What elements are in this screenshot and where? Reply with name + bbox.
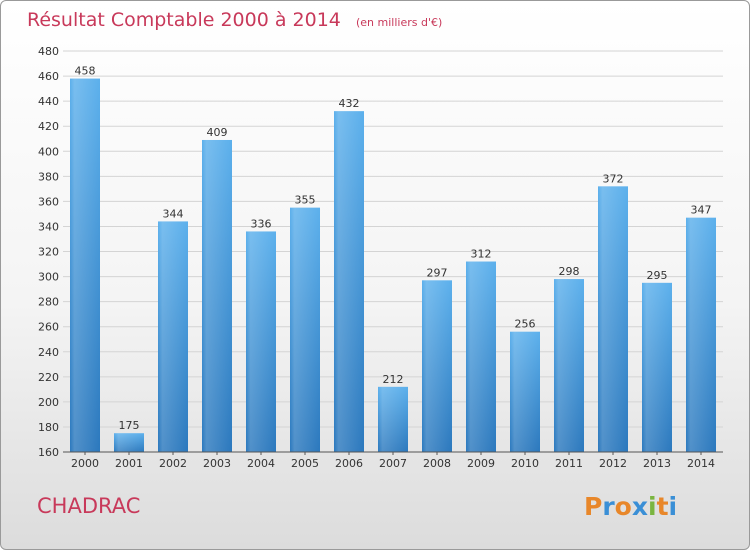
bar-2013 — [642, 282, 672, 452]
x-tick-label: 2000 — [71, 457, 99, 470]
x-tick-label: 2005 — [291, 457, 319, 470]
x-tick-label: 2009 — [467, 457, 495, 470]
y-tick-label: 340 — [38, 220, 59, 233]
bar-shine — [246, 231, 276, 452]
bar-shine — [642, 282, 672, 452]
bar-2005 — [290, 207, 320, 452]
y-tick-label: 260 — [38, 321, 59, 334]
logo-letter: x — [632, 492, 648, 521]
bar-2008 — [422, 280, 452, 452]
bar-value-label: 298 — [559, 265, 580, 278]
x-tick-label: 2013 — [643, 457, 671, 470]
y-tick-label: 440 — [38, 95, 59, 108]
bar-shine — [686, 217, 716, 452]
town-name: CHADRAC — [37, 494, 140, 518]
bar-2012 — [598, 186, 628, 452]
y-tick-label: 360 — [38, 195, 59, 208]
logo-letter: t — [657, 492, 669, 521]
bar-shine — [510, 331, 540, 452]
logo-letter: i — [648, 492, 657, 521]
x-tick-label: 2001 — [115, 457, 143, 470]
bar-shine — [466, 261, 496, 452]
bar-2011 — [554, 279, 584, 452]
bar-value-label: 297 — [427, 266, 448, 279]
bar-value-label: 295 — [647, 269, 668, 282]
y-tick-label: 220 — [38, 371, 59, 384]
bar-2000 — [70, 78, 100, 452]
bar-2014 — [686, 217, 716, 452]
bar-shine — [378, 386, 408, 452]
bar-shine — [202, 139, 232, 453]
bars — [70, 78, 716, 453]
bar-shine — [422, 280, 452, 452]
bar-2001 — [114, 433, 144, 452]
y-tick-label: 200 — [38, 396, 59, 409]
proxiti-logo[interactable]: Proxiti — [584, 492, 677, 521]
bar-shine — [70, 78, 100, 452]
bar-shine — [114, 433, 144, 452]
chart-title: Résultat Comptable 2000 à 2014 (en milli… — [27, 9, 442, 31]
x-tick-label: 2006 — [335, 457, 363, 470]
x-axis-tick-labels: 2000 2001 2002 2003 2004 2005 2006 2007 2008 2009… — [71, 452, 715, 470]
bar-shine — [598, 186, 628, 452]
bar-value-label: 312 — [471, 248, 492, 261]
bar-2010 — [510, 331, 540, 452]
bar-value-label: 372 — [603, 172, 624, 185]
bar-value-label: 175 — [119, 419, 140, 432]
bar-2002 — [158, 221, 188, 452]
y-tick-label: 480 — [38, 45, 59, 58]
x-tick-label: 2002 — [159, 457, 187, 470]
bar-2003 — [202, 139, 232, 453]
bar-shine — [158, 221, 188, 452]
x-tick-label: 2008 — [423, 457, 451, 470]
y-tick-label: 420 — [38, 120, 59, 133]
y-tick-label: 320 — [38, 246, 59, 259]
bar-2009 — [466, 261, 496, 452]
y-tick-label: 400 — [38, 145, 59, 158]
bar-2004 — [246, 231, 276, 452]
y-axis-tick-labels: 160 180 200 220 240 260 280 300 320 340 360 380 400 4… — [38, 45, 59, 459]
logo-letter: o — [615, 492, 632, 521]
bar-value-labels: 458 175 344 409 336 355 432 212 297 312 256 298 372 2… — [75, 65, 712, 433]
y-tick-label: 460 — [38, 70, 59, 83]
bar-value-label: 355 — [295, 194, 316, 207]
y-tick-label: 380 — [38, 170, 59, 183]
bar-value-label: 212 — [383, 373, 404, 386]
bar-value-label: 432 — [339, 97, 360, 110]
bar-value-label: 409 — [207, 126, 228, 139]
bar-shine — [290, 207, 320, 452]
bar-shine — [554, 279, 584, 452]
y-tick-label: 240 — [38, 346, 59, 359]
bar-value-label: 347 — [691, 204, 712, 217]
bar-value-label: 344 — [163, 207, 184, 220]
bar-2007 — [378, 386, 408, 452]
y-tick-label: 180 — [38, 421, 59, 434]
x-tick-label: 2004 — [247, 457, 275, 470]
logo-letter: i — [669, 492, 678, 521]
x-tick-label: 2012 — [599, 457, 627, 470]
x-tick-label: 2014 — [687, 457, 715, 470]
x-tick-label: 2003 — [203, 457, 231, 470]
logo-letter: r — [602, 492, 615, 521]
chart-subtitle: (en milliers d'€) — [356, 16, 442, 29]
y-tick-label: 280 — [38, 296, 59, 309]
x-tick-label: 2011 — [555, 457, 583, 470]
bar-value-label: 336 — [251, 217, 272, 230]
bar-value-label: 458 — [75, 65, 96, 78]
y-tick-label: 300 — [38, 271, 59, 284]
x-tick-label: 2007 — [379, 457, 407, 470]
bar-value-label: 256 — [515, 318, 536, 331]
x-tick-label: 2010 — [511, 457, 539, 470]
chart-title-main: Résultat Comptable 2000 à 2014 — [27, 9, 341, 31]
bar-shine — [334, 111, 364, 453]
logo-letter: P — [584, 492, 602, 521]
bar-2006 — [334, 111, 364, 453]
y-tick-label: 160 — [38, 446, 59, 459]
